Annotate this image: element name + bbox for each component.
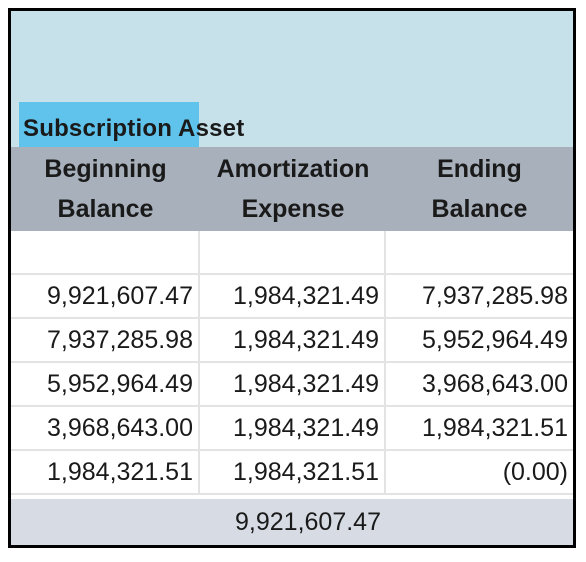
- cell-beginning-balance[interactable]: [11, 231, 200, 275]
- cell-amortization-expense[interactable]: 1,984,321.49: [200, 363, 386, 407]
- cell-ending-balance[interactable]: 5,952,964.49: [386, 319, 573, 363]
- cell-ending-balance[interactable]: 7,937,285.98: [386, 275, 573, 319]
- cell-beginning-balance[interactable]: 3,968,643.00: [11, 407, 200, 451]
- header-amortization-expense[interactable]: Amortization Expense: [200, 147, 386, 231]
- header-line: Balance: [431, 195, 528, 223]
- cell-beginning-balance[interactable]: 7,937,285.98: [11, 319, 200, 363]
- table-row: 9,921,607.47 1,984,321.49 7,937,285.98: [11, 275, 573, 319]
- cell-ending-balance[interactable]: [386, 231, 573, 275]
- section-title: Subscription Asset: [23, 115, 245, 142]
- table-row: [11, 231, 573, 275]
- table-row: 7,937,285.98 1,984,321.49 5,952,964.49: [11, 319, 573, 363]
- table-row: 5,952,964.49 1,984,321.49 3,968,643.00: [11, 363, 573, 407]
- total-beginning-balance[interactable]: [11, 499, 200, 545]
- cell-amortization-expense[interactable]: 1,984,321.49: [200, 319, 386, 363]
- header-beginning-balance[interactable]: Beginning Balance: [11, 147, 200, 231]
- section-banner: Subscription Asset: [11, 11, 573, 147]
- cell-beginning-balance[interactable]: 1,984,321.51: [11, 451, 200, 495]
- header-line: Ending: [437, 155, 522, 183]
- cell-ending-balance[interactable]: 1,984,321.51: [386, 407, 573, 451]
- header-ending-balance[interactable]: Ending Balance: [386, 147, 573, 231]
- total-row: 9,921,607.47: [11, 499, 573, 545]
- cell-ending-balance[interactable]: 3,968,643.00: [386, 363, 573, 407]
- header-line: Beginning: [44, 155, 167, 183]
- title-cell-highlight[interactable]: [19, 102, 199, 147]
- cell-beginning-balance[interactable]: 9,921,607.47: [11, 275, 200, 319]
- cell-amortization-expense[interactable]: [200, 231, 386, 275]
- header-line: Amortization: [216, 155, 370, 183]
- cell-amortization-expense[interactable]: 1,984,321.49: [200, 407, 386, 451]
- table-row: 3,968,643.00 1,984,321.49 1,984,321.51: [11, 407, 573, 451]
- header-line: Expense: [241, 195, 345, 223]
- total-amortization-expense[interactable]: 9,921,607.47: [235, 507, 381, 536]
- cell-beginning-balance[interactable]: 5,952,964.49: [11, 363, 200, 407]
- header-line: Balance: [57, 195, 154, 223]
- spreadsheet-region: Subscription Asset Beginning Balance Amo…: [8, 8, 576, 548]
- cell-amortization-expense[interactable]: 1,984,321.49: [200, 275, 386, 319]
- cell-amortization-expense[interactable]: 1,984,321.51: [200, 451, 386, 495]
- table-row: 1,984,321.51 1,984,321.51 (0.00): [11, 451, 573, 495]
- column-header-row: Beginning Balance Amortization Expense E…: [11, 147, 573, 231]
- total-ending-balance[interactable]: [386, 499, 573, 545]
- cell-ending-balance[interactable]: (0.00): [386, 451, 573, 495]
